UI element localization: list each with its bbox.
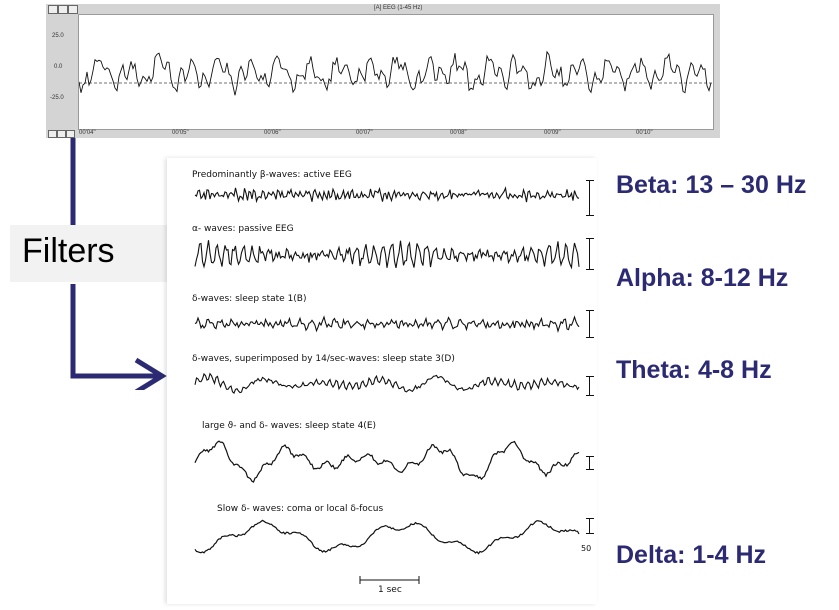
filter-arrow (70, 138, 167, 390)
y-tick-zero: 0.0 (54, 64, 63, 70)
sleep4-wave-trace (194, 440, 580, 483)
window-button-2[interactable] (58, 5, 68, 14)
filters-label: Filters (22, 232, 115, 270)
x-tick-2: 00'06" (264, 130, 281, 136)
x-tick-0: 00'04" (79, 130, 96, 136)
x-tick-4: 00'08" (450, 130, 467, 136)
amplitude-scale-bar-1 (586, 180, 594, 216)
y-tick-bottom: -25.0 (50, 95, 64, 101)
eeg-panel-title: [A] EEG (1-45 Hz) (374, 5, 423, 11)
amplitude-scale-bar-6 (586, 518, 594, 534)
band-traces-svg (194, 186, 580, 584)
window-button-5[interactable] (57, 130, 66, 138)
time-scale-label: 1 sec (378, 585, 402, 595)
sleep3-wave-trace (194, 372, 580, 395)
eeg-plot-area (78, 14, 714, 130)
x-tick-3: 00'07" (356, 130, 373, 136)
trace-caption-coma: Slow δ- waves: coma or local δ-focus (217, 504, 384, 514)
band-label-theta: Theta: 4-8 Hz (616, 356, 772, 384)
arrow-head (134, 357, 167, 390)
band-label-alpha: Alpha: 8-12 Hz (616, 264, 789, 292)
window-button-3[interactable] (68, 5, 78, 14)
trace-caption-beta: Predominantly β-waves: active EEG (192, 170, 352, 180)
band-label-delta: Delta: 1-4 Hz (616, 541, 767, 569)
filters-box (10, 225, 174, 282)
eeg-raw-trace (79, 50, 712, 96)
band-label-beta: Beta: 13 – 30 Hz (616, 171, 807, 199)
sleep1-wave-trace (194, 315, 580, 333)
trace-caption-alpha: α- waves: passive EEG (192, 224, 294, 234)
band-traces-figure: Predominantly β-waves: active EEG α- wav… (167, 158, 597, 604)
trace-caption-sleep4: large ϑ- and δ- waves: sleep state 4(E) (202, 421, 377, 431)
amplitude-scale-bar-4 (586, 376, 594, 396)
amplitude-scale-bar-3 (586, 310, 594, 338)
amplitude-unit-label: 50 (581, 544, 592, 553)
x-tick-5: 00'09" (544, 130, 561, 136)
coma-wave-trace (194, 519, 580, 555)
beta-wave-trace (194, 186, 580, 204)
x-tick-6: 00'10" (636, 130, 653, 136)
amplitude-scale-bar-5 (586, 456, 594, 470)
trace-caption-sleep3: δ-waves, superimposed by 14/sec-waves: s… (192, 354, 455, 364)
amplitude-scale-bar-2 (586, 238, 594, 270)
x-tick-1: 00'05" (172, 130, 189, 136)
window-button-4[interactable] (48, 130, 57, 138)
alpha-wave-trace (194, 240, 580, 270)
eeg-plot-svg (79, 50, 713, 96)
window-button-1[interactable] (48, 5, 58, 14)
y-tick-top: 25.0 (52, 33, 64, 39)
trace-caption-sleep1: δ-waves: sleep state 1(B) (192, 294, 307, 304)
window-button-6[interactable] (66, 130, 75, 138)
